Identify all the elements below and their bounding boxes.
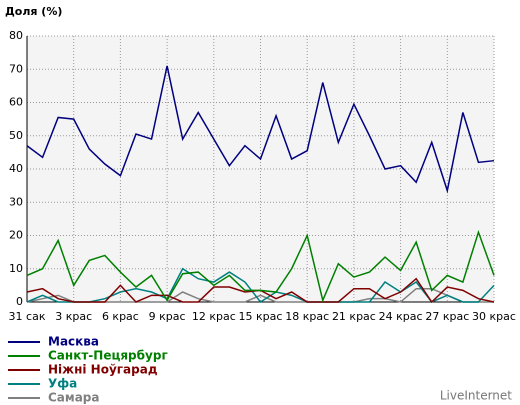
y-tick-label: 40 [9,162,23,175]
y-tick-label: 70 [9,62,23,75]
legend-label: Самара [48,391,100,405]
series-line [26,65,495,194]
y-tick-label: 20 [9,229,23,242]
legend-label: Уфа [48,377,77,391]
y-tick-label: 60 [9,96,23,109]
x-tick-label: 30 крас [472,310,516,323]
y-tick-label: 50 [9,129,23,142]
x-tick-label: 21 крас [332,310,376,323]
y-tick-label: 10 [9,262,23,275]
x-tick-label: 27 крас [425,310,469,323]
y-tick-label: 80 [9,29,23,42]
x-tick-label: 24 крас [379,310,423,323]
series-line [26,229,495,303]
x-tick-label: 9 крас [149,310,186,323]
x-tick-label: 6 крас [102,310,139,323]
legend-label: Ніжні Ноўгарад [48,363,158,377]
series-line [26,267,495,304]
source: LiveInternet [440,389,512,403]
x-tick-label: 12 крас [192,310,236,323]
chart-title: Доля (%) [5,5,62,18]
x-tick-label: 18 крас [285,310,329,323]
y-tick-label: 30 [9,195,23,208]
x-tick-label: 3 крас [55,310,92,323]
x-tick-label: 15 крас [239,310,283,323]
y-tick-label: 0 [16,295,23,308]
legend-label: Масква [48,335,99,349]
x-tick-label: 31 сак [9,310,46,323]
legend-label: Санкт-Пецярбург [48,349,168,363]
